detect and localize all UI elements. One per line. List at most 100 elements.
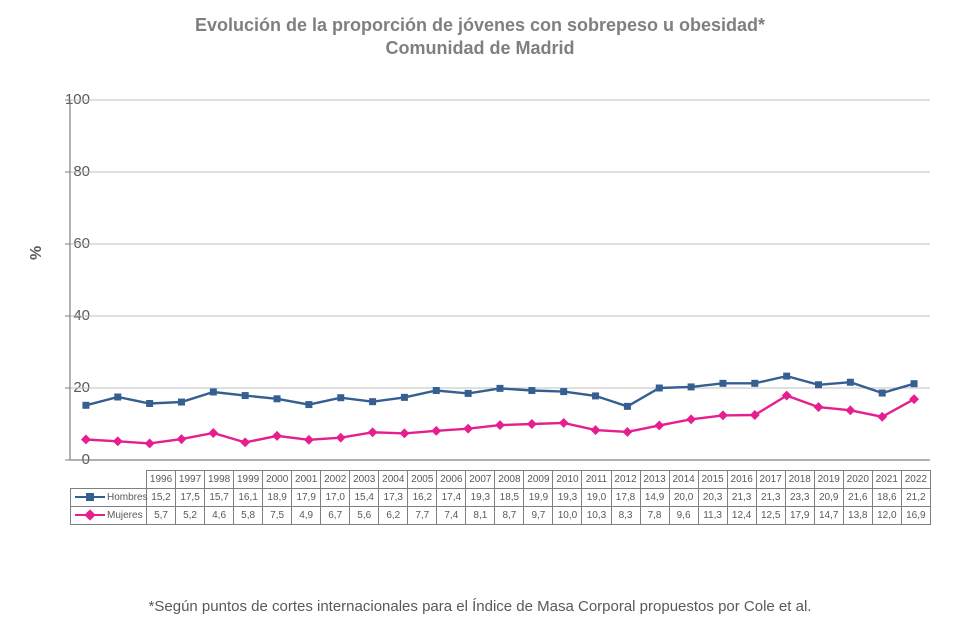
year-header: 2004 — [379, 471, 408, 489]
chart-title: Evolución de la proporción de jóvenes co… — [0, 0, 960, 61]
data-cell: 21,6 — [843, 489, 872, 507]
data-cell: 12,0 — [872, 507, 901, 525]
data-cell: 18,6 — [872, 489, 901, 507]
marker-mujeres — [845, 405, 855, 415]
data-cell: 16,9 — [901, 507, 930, 525]
marker-hombres — [114, 394, 121, 401]
data-cell: 18,5 — [495, 489, 524, 507]
table-header-row: 1996199719981999200020012002200320042005… — [71, 471, 931, 489]
marker-hombres — [146, 400, 153, 407]
data-cell: 19,3 — [553, 489, 582, 507]
table-row-hombres: Hombres15,217,515,716,118,917,917,015,41… — [71, 489, 931, 507]
marker-mujeres — [463, 424, 473, 434]
marker-hombres — [751, 380, 758, 387]
data-cell: 14,7 — [814, 507, 843, 525]
data-cell: 6,2 — [379, 507, 408, 525]
data-cell: 17,3 — [379, 489, 408, 507]
data-cell: 7,5 — [263, 507, 292, 525]
year-header: 1997 — [176, 471, 205, 489]
data-cell: 12,5 — [756, 507, 785, 525]
marker-hombres — [242, 392, 249, 399]
marker-mujeres — [527, 419, 537, 429]
data-cell: 10,0 — [553, 507, 582, 525]
data-cell: 23,3 — [785, 489, 814, 507]
data-cell: 17,9 — [785, 507, 814, 525]
year-header: 2014 — [669, 471, 698, 489]
marker-mujeres — [686, 414, 696, 424]
marker-hombres — [528, 387, 535, 394]
marker-hombres — [82, 402, 89, 409]
marker-hombres — [656, 385, 663, 392]
marker-mujeres — [718, 410, 728, 420]
marker-mujeres — [814, 402, 824, 412]
data-cell: 17,4 — [437, 489, 466, 507]
marker-mujeres — [909, 394, 919, 404]
legend-spacer — [71, 471, 147, 489]
data-cell: 19,9 — [524, 489, 553, 507]
marker-hombres — [688, 383, 695, 390]
data-cell: 11,3 — [698, 507, 727, 525]
data-cell: 21,3 — [756, 489, 785, 507]
data-cell: 20,0 — [669, 489, 698, 507]
marker-mujeres — [622, 427, 632, 437]
data-cell: 14,9 — [640, 489, 669, 507]
data-cell: 5,2 — [176, 507, 205, 525]
marker-mujeres — [240, 437, 250, 447]
marker-mujeres — [145, 438, 155, 448]
year-header: 2007 — [466, 471, 495, 489]
marker-hombres — [433, 387, 440, 394]
y-axis-label: % — [28, 246, 46, 260]
data-cell: 4,6 — [205, 507, 234, 525]
data-cell: 9,7 — [524, 507, 553, 525]
data-cell: 18,9 — [263, 489, 292, 507]
year-header: 2002 — [321, 471, 350, 489]
chart-svg — [70, 100, 930, 460]
marker-mujeres — [208, 428, 218, 438]
marker-hombres — [719, 380, 726, 387]
data-cell: 21,3 — [727, 489, 756, 507]
legend-cell-mujeres: Mujeres — [71, 507, 147, 525]
year-header: 2015 — [698, 471, 727, 489]
year-header: 2005 — [408, 471, 437, 489]
data-cell: 5,7 — [147, 507, 176, 525]
data-cell: 17,9 — [292, 489, 321, 507]
marker-hombres — [337, 394, 344, 401]
marker-mujeres — [336, 433, 346, 443]
data-cell: 6,7 — [321, 507, 350, 525]
year-header: 2020 — [843, 471, 872, 489]
marker-hombres — [783, 373, 790, 380]
data-cell: 7,7 — [408, 507, 437, 525]
year-header: 1996 — [147, 471, 176, 489]
year-header: 2018 — [785, 471, 814, 489]
marker-hombres — [624, 403, 631, 410]
title-line-2: Comunidad de Madrid — [386, 38, 575, 58]
title-line-1: Evolución de la proporción de jóvenes co… — [195, 15, 765, 35]
data-cell: 8,3 — [611, 507, 640, 525]
table-row-mujeres: Mujeres5,75,24,65,87,54,96,75,66,27,77,4… — [71, 507, 931, 525]
year-header: 2012 — [611, 471, 640, 489]
marker-hombres — [210, 388, 217, 395]
legend-cell-hombres: Hombres — [71, 489, 147, 507]
diamond-icon — [84, 510, 95, 521]
year-header: 2011 — [582, 471, 611, 489]
marker-mujeres — [431, 426, 441, 436]
marker-mujeres — [113, 436, 123, 446]
marker-hombres — [592, 392, 599, 399]
marker-hombres — [847, 379, 854, 386]
data-cell: 12,4 — [727, 507, 756, 525]
data-table: 1996199719981999200020012002200320042005… — [70, 470, 931, 525]
year-header: 2019 — [814, 471, 843, 489]
data-cell: 16,2 — [408, 489, 437, 507]
marker-mujeres — [399, 428, 409, 438]
marker-mujeres — [559, 418, 569, 428]
data-cell: 4,9 — [292, 507, 321, 525]
year-header: 2022 — [901, 471, 930, 489]
marker-mujeres — [81, 435, 91, 445]
year-header: 2000 — [263, 471, 292, 489]
year-header: 1999 — [234, 471, 263, 489]
plot-area — [70, 100, 930, 460]
legend-label-hombres: Hombres — [107, 492, 148, 503]
data-cell: 8,1 — [466, 507, 495, 525]
year-header: 2008 — [495, 471, 524, 489]
data-cell: 21,2 — [901, 489, 930, 507]
